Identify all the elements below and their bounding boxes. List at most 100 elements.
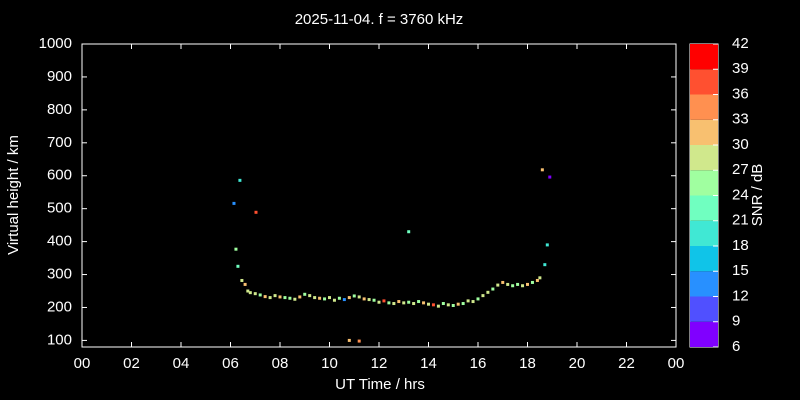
- point: [236, 264, 240, 268]
- point: [328, 296, 331, 300]
- point: [254, 210, 258, 214]
- x-tick-label: 20: [569, 355, 586, 372]
- point: [308, 294, 312, 298]
- point: [253, 292, 257, 296]
- x-tick-label: 08: [272, 355, 289, 372]
- point: [486, 290, 490, 294]
- point: [240, 278, 244, 282]
- colorbar-tick-label: 15: [732, 262, 749, 279]
- colorbar-tick-label: 6: [732, 338, 740, 355]
- point: [367, 298, 371, 302]
- point: [446, 303, 450, 307]
- x-tick-label: 00: [74, 355, 91, 372]
- point: [526, 282, 529, 286]
- point: [431, 303, 435, 307]
- point: [407, 300, 411, 304]
- colorbar-bin: [690, 145, 718, 171]
- colorbar-tick-label: 33: [732, 111, 749, 128]
- point: [347, 296, 351, 300]
- y-tick-label: 700: [47, 134, 72, 151]
- point: [466, 299, 470, 303]
- point: [352, 294, 356, 298]
- point: [402, 301, 406, 305]
- point: [506, 282, 510, 286]
- y-tick-label: 100: [47, 331, 72, 348]
- x-tick-label: 04: [173, 355, 190, 372]
- colorbar-bin: [690, 321, 718, 347]
- chart-title: 2025-11-04. f = 3760 kHz: [295, 11, 464, 28]
- point: [392, 302, 396, 306]
- colorbar-tick-label: 42: [732, 35, 749, 52]
- point: [313, 296, 317, 300]
- point: [501, 280, 505, 284]
- colorbar-bin: [690, 170, 718, 196]
- point: [540, 168, 544, 172]
- x-tick-label: 14: [420, 355, 437, 372]
- point: [412, 302, 416, 306]
- x-tick-label: 18: [519, 355, 536, 372]
- point: [387, 301, 391, 305]
- point: [293, 297, 297, 301]
- colorbar-title: SNR / dB: [749, 164, 766, 227]
- point: [397, 300, 401, 304]
- y-tick-label: 600: [47, 167, 72, 184]
- point: [243, 282, 247, 286]
- point: [332, 298, 336, 302]
- colorbar-tick-label: 39: [732, 60, 749, 77]
- x-tick-label: 10: [321, 355, 338, 372]
- y-tick-label: 200: [47, 298, 72, 315]
- x-axis-title: UT Time / hrs: [335, 376, 425, 393]
- y-tick-label: 300: [47, 266, 72, 283]
- point: [377, 300, 381, 304]
- x-tick-label: 02: [123, 355, 140, 372]
- point: [357, 295, 361, 299]
- y-tick-label: 800: [47, 101, 72, 118]
- colorbar-bin: [690, 246, 718, 272]
- point: [516, 282, 520, 286]
- colorbar-tick-label: 9: [732, 313, 740, 330]
- point: [298, 295, 302, 299]
- y-tick-label: 900: [47, 68, 72, 85]
- colorbar-tick-label: 21: [732, 212, 749, 229]
- point: [427, 302, 430, 306]
- point: [342, 298, 346, 302]
- point: [303, 292, 307, 296]
- point: [471, 300, 475, 304]
- point: [357, 339, 361, 343]
- point: [238, 178, 242, 182]
- point: [318, 296, 322, 300]
- point: [491, 287, 495, 291]
- point: [232, 201, 236, 205]
- y-tick-label: 400: [47, 233, 72, 250]
- colorbar-bin: [690, 296, 718, 322]
- point: [441, 302, 445, 306]
- point: [543, 263, 547, 267]
- colorbar-tick-label: 24: [732, 186, 749, 203]
- x-tick-label: 00: [668, 355, 685, 372]
- point: [407, 230, 411, 234]
- colorbar-tick-label: 27: [732, 161, 749, 178]
- colorbar-bin: [690, 94, 718, 120]
- colorbar-tick-label: 30: [732, 136, 749, 153]
- y-tick-label: 1000: [39, 35, 72, 52]
- point: [545, 243, 549, 247]
- colorbar-bin: [690, 220, 718, 246]
- colorbar-tick-label: 12: [732, 287, 749, 304]
- point: [268, 296, 272, 300]
- x-tick-label: 22: [618, 355, 635, 372]
- point: [258, 293, 262, 297]
- point: [283, 296, 287, 300]
- colorbar-bin: [690, 69, 718, 95]
- point: [323, 297, 327, 301]
- point: [548, 175, 552, 179]
- point: [422, 301, 426, 305]
- colorbar-tick-label: 18: [732, 237, 749, 254]
- point: [288, 296, 292, 300]
- point: [496, 283, 500, 287]
- point: [278, 295, 282, 299]
- point: [347, 338, 351, 342]
- point: [362, 297, 366, 301]
- x-tick-label: 16: [470, 355, 487, 372]
- point: [382, 299, 386, 303]
- point: [372, 298, 376, 302]
